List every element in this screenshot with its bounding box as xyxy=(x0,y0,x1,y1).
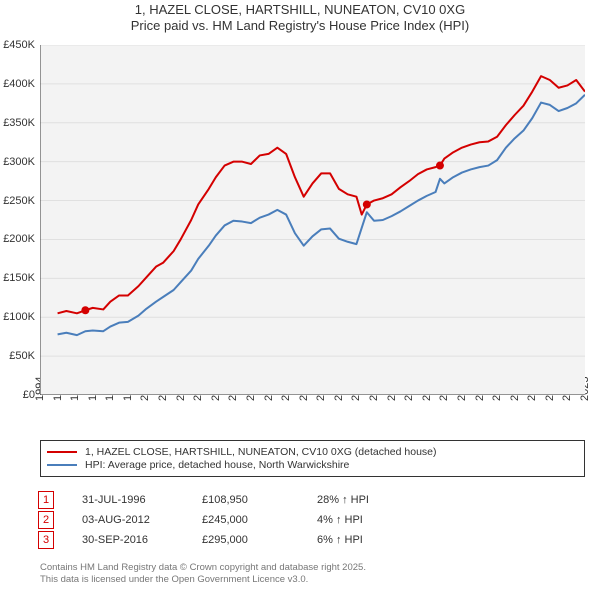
table-row: 2 03-AUG-2012 £245,000 4% ↑ HPI xyxy=(38,510,369,530)
y-tick-label: £100K xyxy=(0,311,35,323)
y-tick-label: £400K xyxy=(0,78,35,90)
sale-pct: 6% ↑ HPI xyxy=(317,534,363,546)
sale-price: £108,950 xyxy=(202,494,317,506)
sale-price: £295,000 xyxy=(202,534,317,546)
sale-point-icon xyxy=(363,200,371,208)
sale-date: 30-SEP-2016 xyxy=(82,534,202,546)
legend-item: HPI: Average price, detached house, Nort… xyxy=(47,459,578,471)
sale-date: 03-AUG-2012 xyxy=(82,514,202,526)
sale-pct: 4% ↑ HPI xyxy=(317,514,363,526)
y-tick-label: £250K xyxy=(0,195,35,207)
y-tick-label: £0 xyxy=(0,389,35,401)
y-tick-label: £450K xyxy=(0,39,35,51)
sale-marker-icon: 1 xyxy=(38,491,54,509)
title-line-2: Price paid vs. HM Land Registry's House … xyxy=(0,18,600,34)
table-row: 3 30-SEP-2016 £295,000 6% ↑ HPI xyxy=(38,530,369,550)
y-tick-label: £300K xyxy=(0,156,35,168)
legend-label: HPI: Average price, detached house, Nort… xyxy=(85,459,349,471)
sale-date: 31-JUL-1996 xyxy=(82,494,202,506)
legend-item: 1, HAZEL CLOSE, HARTSHILL, NUNEATON, CV1… xyxy=(47,446,578,458)
footer-line-1: Contains HM Land Registry data © Crown c… xyxy=(40,562,366,574)
y-tick-label: £50K xyxy=(0,350,35,362)
sale-pct: 28% ↑ HPI xyxy=(317,494,369,506)
title-line-1: 1, HAZEL CLOSE, HARTSHILL, NUNEATON, CV1… xyxy=(0,2,600,18)
legend: 1, HAZEL CLOSE, HARTSHILL, NUNEATON, CV1… xyxy=(40,440,585,477)
y-tick-label: £350K xyxy=(0,117,35,129)
sale-price: £245,000 xyxy=(202,514,317,526)
footer: Contains HM Land Registry data © Crown c… xyxy=(40,562,366,586)
chart-title: 1, HAZEL CLOSE, HARTSHILL, NUNEATON, CV1… xyxy=(0,2,600,35)
chart-container: 1, HAZEL CLOSE, HARTSHILL, NUNEATON, CV1… xyxy=(0,0,600,590)
plot-area: £0£50K£100K£150K£200K£250K£300K£350K£400… xyxy=(40,45,585,395)
sale-point-icon xyxy=(81,306,89,314)
sale-point-icon xyxy=(436,162,444,170)
sale-marker-icon: 2 xyxy=(38,511,54,529)
table-row: 1 31-JUL-1996 £108,950 28% ↑ HPI xyxy=(38,490,369,510)
sale-marker-icon: 3 xyxy=(38,531,54,549)
footer-line-2: This data is licensed under the Open Gov… xyxy=(40,574,366,586)
legend-swatch xyxy=(47,451,77,453)
legend-label: 1, HAZEL CLOSE, HARTSHILL, NUNEATON, CV1… xyxy=(85,446,437,458)
legend-swatch xyxy=(47,464,77,466)
sales-table: 1 31-JUL-1996 £108,950 28% ↑ HPI 2 03-AU… xyxy=(38,490,369,550)
y-tick-label: £150K xyxy=(0,272,35,284)
y-tick-label: £200K xyxy=(0,233,35,245)
